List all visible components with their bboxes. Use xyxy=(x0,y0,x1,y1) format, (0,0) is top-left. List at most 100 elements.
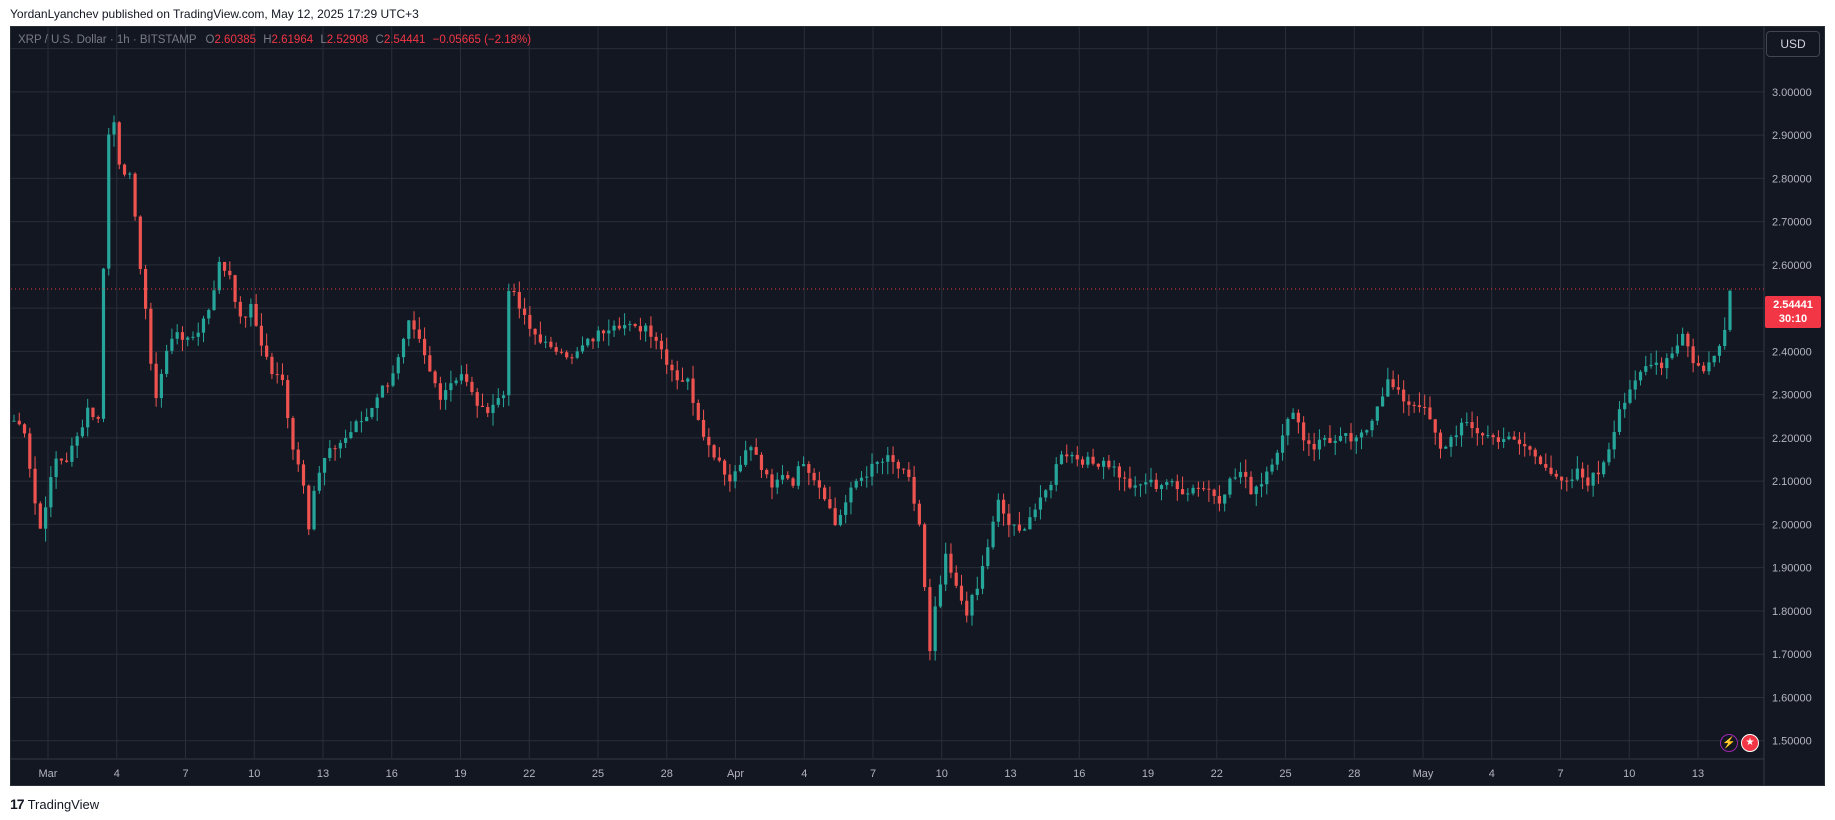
candle-body xyxy=(565,352,569,358)
candle-body xyxy=(1496,437,1500,442)
symbol-title: XRP / U.S. Dollar · 1h · BITSTAMP xyxy=(18,34,197,46)
candle-body xyxy=(1396,387,1400,390)
candle-body xyxy=(959,585,964,601)
candle-body xyxy=(1596,472,1601,475)
candle-body xyxy=(28,433,32,469)
candle-body xyxy=(96,416,100,419)
candle-body xyxy=(1233,477,1237,479)
candle-body xyxy=(1175,481,1179,490)
candle-body xyxy=(275,374,279,376)
y-tick-label: 2.80000 xyxy=(1772,173,1812,185)
candle-body xyxy=(1007,513,1011,526)
candle-body xyxy=(480,405,485,408)
candle-body xyxy=(1223,494,1227,504)
y-tick-label: 2.40000 xyxy=(1772,346,1812,358)
candle-body xyxy=(133,173,137,217)
candle-body xyxy=(533,328,537,335)
candle-body xyxy=(1275,452,1279,465)
y-tick-label: 2.60000 xyxy=(1772,260,1812,272)
candle-body xyxy=(459,374,464,381)
candle-body xyxy=(175,332,179,339)
candle-body xyxy=(201,318,206,333)
candle-body xyxy=(280,374,285,381)
candle-body xyxy=(1423,406,1427,408)
candle-body xyxy=(270,356,274,375)
x-tick-label: 4 xyxy=(114,768,120,780)
candle-body xyxy=(1123,477,1127,479)
candle-body xyxy=(675,370,679,381)
candle-body xyxy=(1602,462,1606,475)
candle-body xyxy=(970,595,974,616)
candle-body xyxy=(628,324,632,326)
candle-body xyxy=(1686,333,1690,347)
x-tick-label: 25 xyxy=(592,768,604,780)
candle-body xyxy=(328,448,332,458)
candle-body xyxy=(1670,353,1674,359)
candle-body xyxy=(596,330,600,342)
candle-body xyxy=(549,341,553,348)
candle-body xyxy=(354,421,358,433)
candle-body xyxy=(749,447,753,451)
candle-body xyxy=(54,458,58,478)
candle-body xyxy=(754,447,758,455)
candle-body xyxy=(196,332,200,337)
candle-body xyxy=(1470,422,1474,429)
candle-body xyxy=(1365,430,1369,433)
candle-body xyxy=(512,290,516,293)
candle-body xyxy=(1254,486,1258,495)
chart-frame[interactable] xyxy=(10,26,1825,786)
candle-body xyxy=(1428,407,1432,420)
candle-body xyxy=(933,606,937,652)
candle-body xyxy=(780,475,785,480)
candle-body xyxy=(870,463,874,477)
candle-body xyxy=(91,407,95,417)
candle-body xyxy=(1728,290,1732,330)
symbol-legend: XRP / U.S. Dollar · 1h · BITSTAMP O2.603… xyxy=(18,34,531,46)
x-tick-label: Mar xyxy=(39,768,58,780)
candle-body xyxy=(1312,443,1316,450)
candle-body xyxy=(212,290,216,310)
candle-body xyxy=(1723,329,1727,346)
candle-body xyxy=(1180,489,1185,495)
candle-body xyxy=(491,404,495,413)
candle-body xyxy=(1438,432,1443,449)
low-label: L xyxy=(320,34,327,46)
close-label: C xyxy=(375,34,384,46)
lightning-icon[interactable]: ⚡ xyxy=(1720,734,1738,752)
candle-body xyxy=(1370,420,1374,431)
candle-body xyxy=(775,479,779,488)
candle-body xyxy=(422,338,427,356)
candle-body xyxy=(623,325,627,329)
candle-body xyxy=(107,134,111,269)
candle-body xyxy=(1186,493,1190,495)
candle-body xyxy=(22,424,27,434)
candle-body xyxy=(701,419,706,437)
candle-body xyxy=(1675,345,1679,354)
candle-body xyxy=(1623,402,1627,410)
candle-body xyxy=(307,485,311,530)
candle-body xyxy=(1070,454,1074,457)
candle-body xyxy=(1586,477,1590,486)
candle-body xyxy=(1702,365,1706,372)
candle-body xyxy=(823,487,827,500)
candle-body xyxy=(186,337,190,340)
y-tick-label: 2.70000 xyxy=(1772,217,1812,229)
candle-body xyxy=(1107,460,1111,468)
x-tick-label: Apr xyxy=(727,768,744,780)
candle-body xyxy=(370,408,374,417)
currency-button[interactable]: USD xyxy=(1766,31,1820,57)
candle-body xyxy=(570,357,574,359)
x-tick-label: 10 xyxy=(248,768,260,780)
candle-body xyxy=(12,420,16,422)
candle-body xyxy=(496,398,500,405)
candle-body xyxy=(1712,355,1716,363)
us-flag-icon[interactable]: ★ xyxy=(1741,734,1759,752)
candle-body xyxy=(1344,433,1348,436)
candle-body xyxy=(1170,481,1174,483)
candle-body xyxy=(507,290,511,396)
candle-body xyxy=(380,385,385,398)
candle-body xyxy=(1244,471,1248,477)
candle-body xyxy=(1033,509,1037,518)
candle-body xyxy=(680,380,685,382)
